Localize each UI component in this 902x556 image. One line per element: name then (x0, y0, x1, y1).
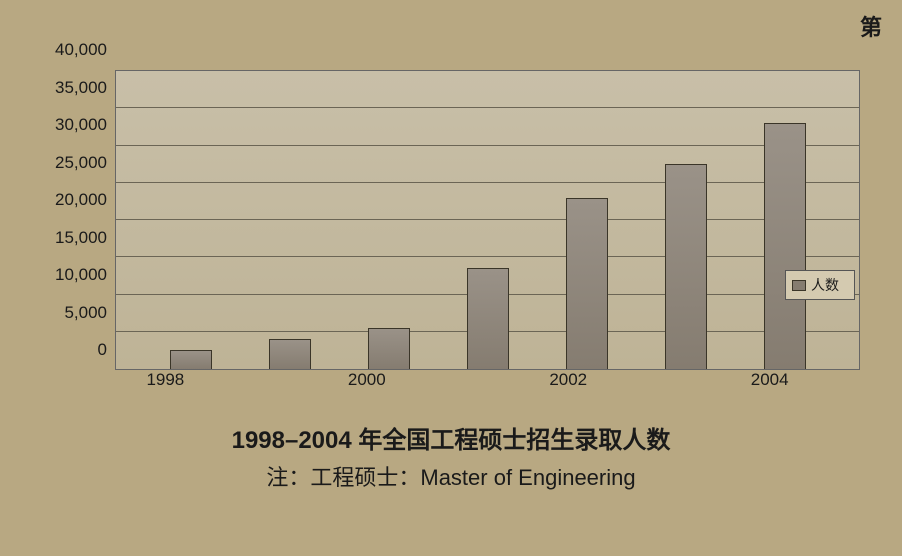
chart-title: 1998–2004 年全国工程硕士招生录取人数 (0, 420, 902, 455)
bar-2001 (467, 268, 509, 369)
bar-2000 (368, 328, 410, 369)
y-tick-1: 5,000 (64, 303, 107, 323)
bar-2003 (665, 164, 707, 369)
x-tick-2000: 2000 (316, 370, 417, 400)
bar-1998 (170, 350, 212, 369)
bar-1999 (269, 339, 311, 369)
y-tick-2: 10,000 (55, 265, 107, 285)
y-tick-3: 15,000 (55, 228, 107, 248)
chart-note: 注：工程硕士：Master of Engineering (0, 460, 902, 492)
page-corner-text: 第 (860, 10, 882, 42)
y-tick-5: 25,000 (55, 153, 107, 173)
x-tick-2002: 2002 (518, 370, 619, 400)
y-tick-6: 30,000 (55, 115, 107, 135)
x-axis: 1998 1999 2000 2001 2002 2003 2004 (115, 370, 820, 400)
y-tick-4: 20,000 (55, 190, 107, 210)
legend-label: 人数 (811, 275, 839, 295)
legend-swatch (792, 280, 806, 291)
y-tick-8: 40,000 (55, 40, 107, 60)
bar-chart: 0 5,000 10,000 15,000 20,000 25,000 30,0… (40, 70, 860, 410)
plot-area (115, 70, 860, 370)
y-tick-7: 35,000 (55, 78, 107, 98)
y-tick-0: 0 (98, 340, 107, 360)
bar-2004 (764, 123, 806, 369)
bar-2002 (566, 198, 608, 369)
y-axis: 0 5,000 10,000 15,000 20,000 25,000 30,0… (40, 70, 115, 370)
x-tick-2004: 2004 (719, 370, 820, 400)
bars-group (116, 71, 859, 369)
legend: 人数 (785, 270, 855, 300)
x-tick-1998: 1998 (115, 370, 216, 400)
